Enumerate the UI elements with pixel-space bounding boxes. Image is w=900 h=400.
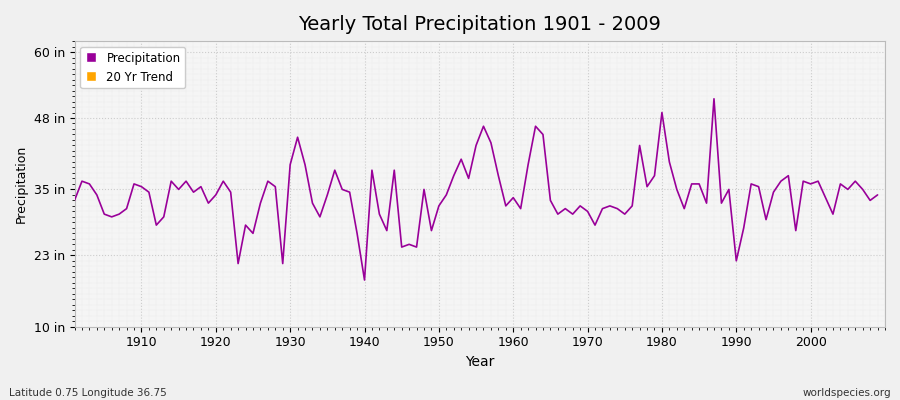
- Legend: Precipitation, 20 Yr Trend: Precipitation, 20 Yr Trend: [80, 47, 185, 88]
- Y-axis label: Precipitation: Precipitation: [15, 145, 28, 223]
- Text: worldspecies.org: worldspecies.org: [803, 388, 891, 398]
- X-axis label: Year: Year: [465, 355, 494, 369]
- Text: Latitude 0.75 Longitude 36.75: Latitude 0.75 Longitude 36.75: [9, 388, 166, 398]
- Title: Yearly Total Precipitation 1901 - 2009: Yearly Total Precipitation 1901 - 2009: [298, 15, 662, 34]
